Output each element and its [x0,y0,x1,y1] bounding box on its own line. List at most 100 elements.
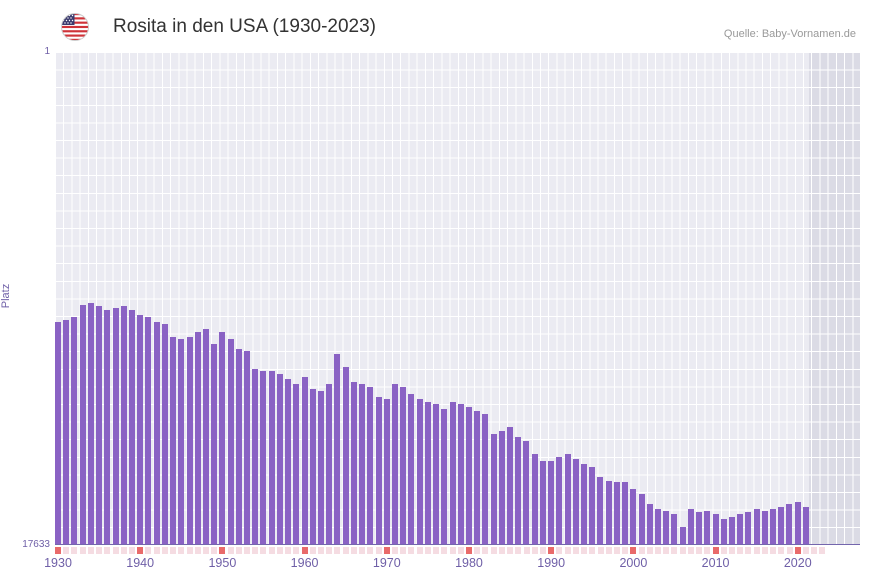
year-tick-1987 [523,547,530,554]
bar-1997 [605,481,612,544]
year-tick-1964 [334,547,341,554]
x-tick-label-1960: 1960 [290,556,319,570]
bar-1969 [375,397,382,544]
bar-2000 [630,488,637,544]
bar-2010 [712,514,719,544]
year-tick-1938 [120,547,127,554]
year-tick-1959 [293,547,300,554]
year-tick-1998 [613,547,620,554]
year-tick-1979 [457,547,464,554]
year-tick-1948 [202,547,209,554]
bar-1950 [219,332,226,544]
year-tick-1944 [170,547,177,554]
year-tick-2014 [745,547,752,554]
bar-1971 [391,384,398,544]
bar-2003 [654,509,661,544]
decade-tick-1990 [548,547,555,554]
bars [55,52,809,544]
bar-1995 [589,467,596,544]
bar-1986 [515,437,522,544]
bar-1983 [490,434,497,544]
bar-2013 [737,514,744,544]
year-tick-2001 [638,547,645,554]
bar-1977 [441,409,448,544]
bar-1962 [318,391,324,544]
bar-1989 [539,461,546,544]
bar-1942 [153,321,160,544]
year-tick-2011 [720,547,727,554]
year-tick-1943 [161,547,168,554]
year-tick-1989 [539,547,546,554]
bar-1979 [457,404,464,544]
x-tick-label-1950: 1950 [208,556,237,570]
year-tick-2006 [679,547,686,554]
year-tick-1966 [350,547,357,554]
x-axis-tick-strip [55,547,860,554]
year-tick-1961 [309,547,316,554]
decade-tick-1930 [55,547,61,554]
bar-1985 [507,427,514,544]
year-tick-1963 [326,547,333,554]
bar-1976 [433,404,440,544]
year-tick-1945 [178,547,185,554]
bar-1960 [301,377,308,544]
year-tick-1986 [515,547,522,554]
bar-2020 [794,502,801,544]
year-tick-1934 [87,547,94,554]
year-tick-1967 [359,547,366,554]
year-tick-1972 [400,547,407,554]
bar-1955 [260,371,267,544]
decade-tick-2000 [630,547,637,554]
year-tick-1968 [367,547,374,554]
y-axis-tick-bottom: 17633 [22,539,50,550]
year-tick-2012 [729,547,736,554]
year-tick-1981 [474,547,481,554]
bar-1987 [523,441,530,544]
bar-1964 [334,354,341,544]
bar-2002 [646,504,653,544]
bar-2004 [663,511,670,544]
bar-1980 [465,407,472,544]
bar-1974 [416,399,423,544]
bar-2009 [704,511,711,544]
year-tick-1942 [153,547,160,554]
bar-1932 [71,317,78,544]
x-tick-label-2020: 2020 [783,556,812,570]
bar-1994 [581,464,587,544]
year-tick-1931 [63,547,70,554]
x-tick-label-2000: 2000 [619,556,648,570]
bar-1959 [293,384,300,544]
bar-1972 [400,387,407,544]
bar-1935 [96,306,103,544]
bar-1975 [424,402,431,544]
year-tick-1978 [449,547,456,554]
bar-1946 [186,337,193,544]
bar-2019 [786,504,793,544]
bar-1953 [244,351,251,544]
year-tick-1971 [392,547,398,554]
bar-1970 [383,399,390,544]
x-tick-label-2010: 2010 [701,556,730,570]
year-tick-1937 [112,547,119,554]
bar-1982 [482,414,489,544]
year-tick-1994 [581,547,588,554]
bar-1999 [622,481,629,544]
x-tick-label-1980: 1980 [455,556,483,570]
year-tick-1962 [318,547,325,554]
year-tick-2022 [811,547,818,554]
x-tick-label-1940: 1940 [126,556,155,570]
bar-2021 [802,507,809,544]
bar-1930 [55,321,61,544]
plot-area [55,52,860,545]
bar-1941 [145,317,152,544]
year-tick-1965 [342,547,349,554]
bar-2012 [728,516,735,544]
year-tick-1946 [186,547,193,554]
year-tick-1985 [507,547,514,554]
year-tick-1975 [424,547,431,554]
bar-1949 [211,344,218,544]
year-tick-1993 [572,547,579,554]
year-tick-1988 [531,547,538,554]
year-tick-2023 [819,547,826,554]
decade-tick-2020 [794,547,801,554]
